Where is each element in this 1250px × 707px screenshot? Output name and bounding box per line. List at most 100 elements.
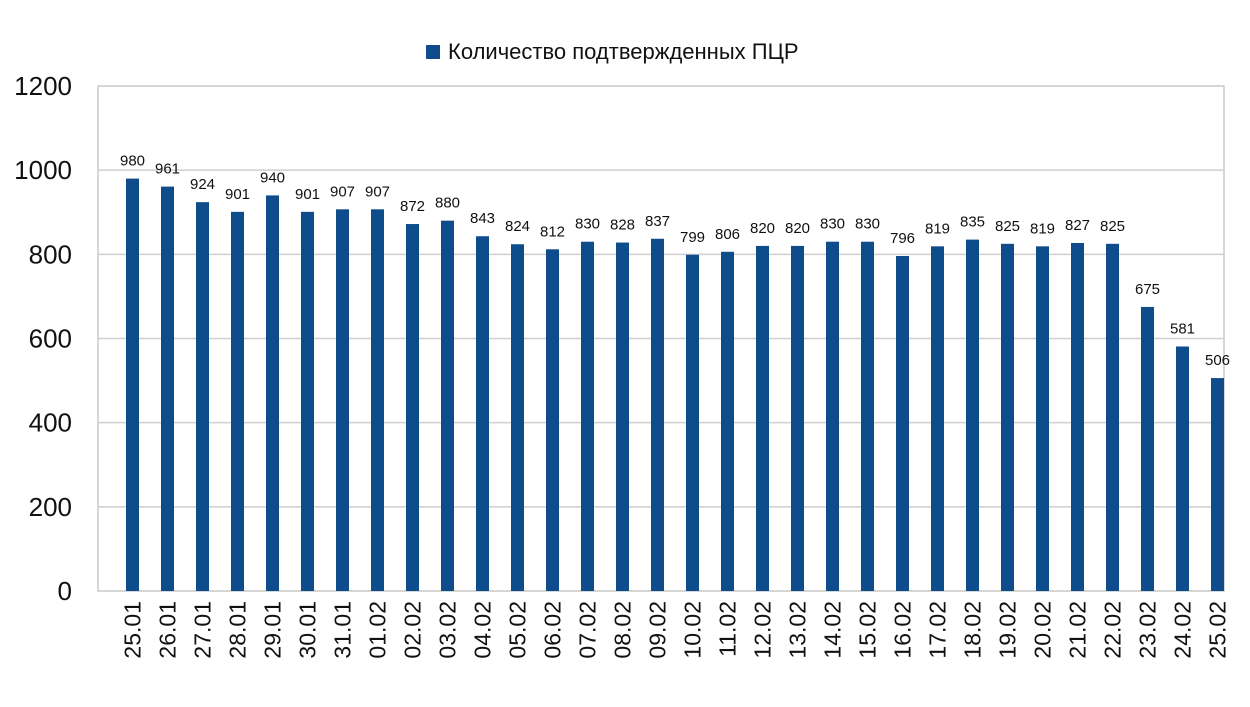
x-tick-label: 05.02 xyxy=(505,601,531,659)
data-label: 830 xyxy=(855,216,880,233)
x-tick-label: 03.02 xyxy=(435,601,461,659)
x-tick-label: 01.02 xyxy=(365,601,391,659)
bar xyxy=(1106,243,1119,591)
data-label: 820 xyxy=(785,220,810,237)
x-tick-label: 24.02 xyxy=(1170,601,1196,659)
x-tick-label: 16.02 xyxy=(890,601,916,659)
x-axis: 25.01 26.01 27.01 28.01 29.01 30.01 31.01 01.02… xyxy=(120,601,1231,659)
legend-swatch xyxy=(426,45,440,59)
data-label: 940 xyxy=(260,169,285,186)
bar xyxy=(511,244,524,591)
data-label: 581 xyxy=(1170,320,1195,337)
x-tick-label: 31.01 xyxy=(330,601,356,659)
bar xyxy=(581,241,594,592)
data-label: 961 xyxy=(155,161,180,178)
y-tick-label: 400 xyxy=(29,408,72,438)
data-label: 872 xyxy=(400,198,425,215)
bar xyxy=(756,245,769,591)
data-label: 819 xyxy=(925,220,950,237)
bar xyxy=(966,239,979,591)
data-label: 825 xyxy=(1100,218,1125,235)
data-label: 827 xyxy=(1065,217,1090,234)
x-tick-label: 23.02 xyxy=(1135,601,1161,659)
x-tick-label: 28.01 xyxy=(225,601,251,659)
data-label: 806 xyxy=(715,226,740,243)
x-tick-label: 25.01 xyxy=(120,601,146,659)
data-label: 835 xyxy=(960,214,985,231)
x-tick-label: 21.02 xyxy=(1065,601,1091,659)
data-label: 820 xyxy=(750,220,775,237)
bar xyxy=(1141,306,1154,591)
x-tick-label: 14.02 xyxy=(820,601,846,659)
bar xyxy=(371,209,384,591)
bar xyxy=(196,202,209,591)
bar xyxy=(826,241,839,592)
bar xyxy=(616,242,629,592)
bar xyxy=(931,246,944,591)
data-label: 506 xyxy=(1205,352,1230,369)
data-label: 980 xyxy=(120,153,145,170)
data-label: 837 xyxy=(645,213,670,230)
bar xyxy=(1071,242,1084,592)
bar xyxy=(161,186,174,591)
y-tick-label: 1000 xyxy=(14,155,72,185)
bars xyxy=(126,178,1224,592)
bar xyxy=(791,245,804,591)
x-tick-label: 08.02 xyxy=(610,601,636,659)
y-axis: 0 200 400 600 800 1000 1200 xyxy=(14,71,72,606)
data-label: 880 xyxy=(435,195,460,212)
data-label: 901 xyxy=(295,186,320,203)
bar xyxy=(1001,243,1014,591)
y-tick-label: 0 xyxy=(58,576,72,606)
x-tick-label: 22.02 xyxy=(1100,601,1126,659)
data-labels: 980 961 924 901 940 901 907 907 872 880 843 824 812 8… xyxy=(120,153,1230,369)
x-tick-label: 26.01 xyxy=(155,601,181,659)
bar xyxy=(406,224,419,592)
bar xyxy=(441,220,454,591)
x-tick-label: 07.02 xyxy=(575,601,601,659)
bar xyxy=(1036,246,1049,591)
bar xyxy=(686,254,699,592)
y-tick-label: 1200 xyxy=(14,71,72,101)
data-label: 824 xyxy=(505,218,530,235)
x-tick-label: 12.02 xyxy=(750,601,776,659)
y-tick-label: 800 xyxy=(29,239,72,269)
bar xyxy=(721,251,734,591)
data-label: 675 xyxy=(1135,281,1160,298)
data-label: 901 xyxy=(225,186,250,203)
bar xyxy=(1176,346,1189,591)
legend-label: Количество подтвержденных ПЦР xyxy=(448,39,799,64)
data-label: 830 xyxy=(575,216,600,233)
x-tick-label: 02.02 xyxy=(400,601,426,659)
x-tick-label: 18.02 xyxy=(960,601,986,659)
data-label: 828 xyxy=(610,217,635,234)
data-label: 819 xyxy=(1030,220,1055,237)
x-tick-label: 25.02 xyxy=(1205,601,1231,659)
x-tick-label: 29.01 xyxy=(260,601,286,659)
x-tick-label: 17.02 xyxy=(925,601,951,659)
data-label: 796 xyxy=(890,230,915,247)
bar xyxy=(896,256,909,591)
x-tick-label: 11.02 xyxy=(715,601,741,657)
y-tick-label: 200 xyxy=(29,492,72,522)
bar xyxy=(126,178,139,592)
bar xyxy=(651,238,664,591)
bar xyxy=(301,211,314,591)
bar xyxy=(336,209,349,591)
x-tick-label: 10.02 xyxy=(680,601,706,659)
data-label: 830 xyxy=(820,216,845,233)
bar xyxy=(266,195,279,591)
x-tick-label: 20.02 xyxy=(1030,601,1056,659)
x-tick-label: 04.02 xyxy=(470,601,496,659)
bar xyxy=(546,249,559,592)
y-tick-label: 600 xyxy=(29,324,72,354)
bar xyxy=(861,241,874,592)
data-label: 907 xyxy=(330,183,355,200)
data-label: 812 xyxy=(540,223,565,240)
data-label: 924 xyxy=(190,176,215,193)
data-label: 843 xyxy=(470,210,495,227)
x-tick-label: 27.01 xyxy=(190,601,216,659)
x-tick-label: 15.02 xyxy=(855,601,881,659)
